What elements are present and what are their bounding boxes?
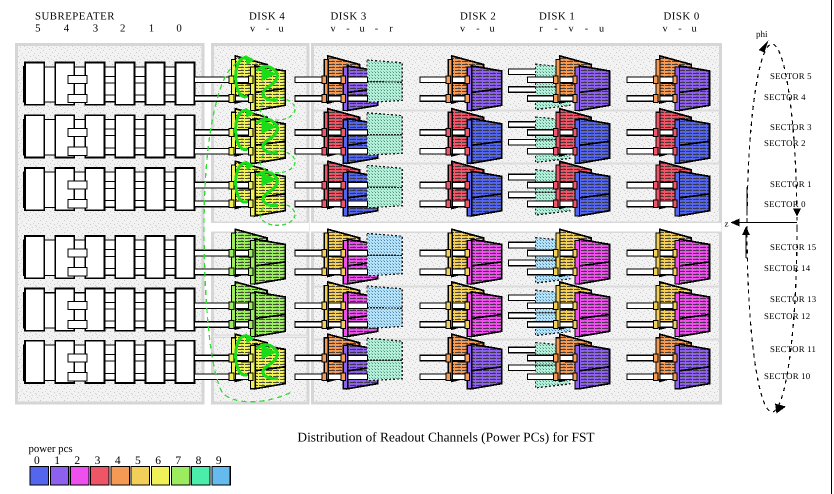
svg-text:power pcs: power pcs	[29, 443, 73, 455]
svg-text:2: 2	[74, 455, 80, 467]
svg-text:7: 7	[175, 455, 181, 467]
svg-text:SECTOR 11: SECTOR 11	[770, 344, 816, 354]
svg-text:SUBREPEATER: SUBREPEATER	[35, 11, 115, 23]
svg-text:8: 8	[196, 455, 202, 467]
svg-text:-: -	[476, 24, 480, 35]
svg-text:SECTOR 14: SECTOR 14	[764, 263, 811, 273]
svg-text:v: v	[568, 24, 574, 35]
svg-text:v: v	[250, 24, 256, 35]
svg-text:DISK 3: DISK 3	[331, 11, 367, 23]
svg-text:v: v	[460, 24, 466, 35]
svg-text:DISK 0: DISK 0	[664, 11, 700, 23]
svg-text:5: 5	[35, 23, 40, 35]
svg-text:-: -	[375, 24, 379, 35]
svg-text:2: 2	[120, 23, 125, 35]
svg-text:SECTOR 1: SECTOR 1	[770, 179, 812, 189]
svg-text:r: r	[539, 24, 543, 35]
svg-text:v: v	[330, 24, 336, 35]
svg-text:6: 6	[155, 455, 161, 467]
svg-text:SECTOR 13: SECTOR 13	[770, 294, 817, 304]
svg-text:SECTOR 15: SECTOR 15	[770, 242, 817, 252]
svg-text:1: 1	[54, 455, 60, 467]
svg-text:v: v	[662, 24, 668, 35]
svg-text:9: 9	[216, 455, 222, 467]
svg-text:3: 3	[95, 455, 101, 467]
svg-text:-: -	[346, 24, 350, 35]
svg-text:-: -	[554, 24, 558, 35]
svg-text:u: u	[359, 24, 364, 35]
svg-text:0: 0	[34, 455, 40, 467]
svg-text:SECTOR 2: SECTOR 2	[764, 138, 806, 148]
svg-text:SECTOR 12: SECTOR 12	[764, 311, 810, 321]
svg-text:1: 1	[149, 23, 154, 35]
svg-text:5: 5	[135, 455, 141, 467]
svg-text:u: u	[278, 24, 283, 35]
svg-text:z: z	[725, 219, 729, 229]
svg-text:DISK 2: DISK 2	[460, 11, 496, 23]
svg-text:phi: phi	[756, 29, 768, 39]
svg-text:-: -	[585, 24, 589, 35]
svg-text:DISK 1: DISK 1	[539, 11, 575, 23]
svg-text:u: u	[691, 24, 696, 35]
svg-text:-: -	[266, 24, 270, 35]
svg-text:0: 0	[176, 23, 181, 35]
svg-text:3: 3	[93, 23, 98, 35]
svg-text:DISK 4: DISK 4	[249, 11, 285, 23]
svg-text:r: r	[389, 24, 393, 35]
svg-text:u: u	[489, 24, 494, 35]
svg-text:Distribution of Readout Channe: Distribution of Readout Channels (Power …	[297, 430, 594, 445]
svg-text:SECTOR 10: SECTOR 10	[764, 371, 811, 381]
svg-text:SECTOR 3: SECTOR 3	[770, 122, 812, 132]
svg-text:4: 4	[115, 455, 121, 467]
svg-text:-: -	[678, 24, 682, 35]
svg-text:u: u	[599, 24, 604, 35]
svg-text:4: 4	[64, 23, 70, 35]
svg-text:SECTOR 5: SECTOR 5	[770, 71, 812, 81]
svg-text:SECTOR 0: SECTOR 0	[764, 199, 806, 209]
svg-text:SECTOR 4: SECTOR 4	[764, 92, 806, 102]
